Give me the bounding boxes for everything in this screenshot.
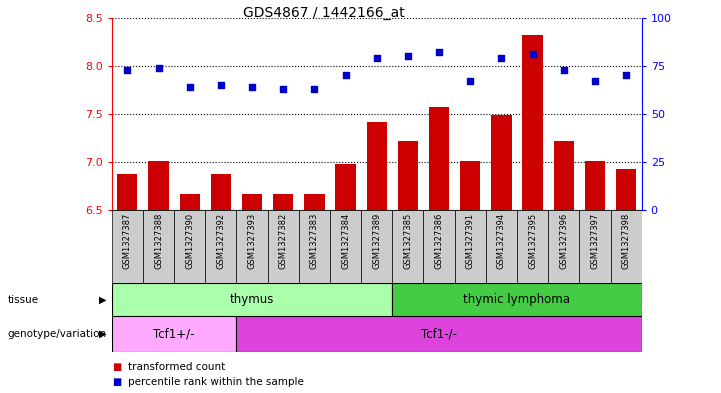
Text: GSM1327397: GSM1327397 bbox=[590, 213, 599, 269]
Bar bbox=[335, 164, 355, 210]
Bar bbox=[392, 210, 423, 283]
Text: GSM1327388: GSM1327388 bbox=[154, 213, 163, 269]
Text: transformed count: transformed count bbox=[128, 362, 225, 373]
Bar bbox=[517, 210, 548, 283]
Bar bbox=[273, 194, 293, 210]
Bar bbox=[112, 283, 392, 316]
Bar bbox=[491, 115, 511, 210]
Point bbox=[278, 86, 289, 92]
Text: GSM1327389: GSM1327389 bbox=[372, 213, 381, 269]
Bar bbox=[211, 174, 231, 210]
Bar bbox=[236, 316, 642, 352]
Bar bbox=[112, 210, 143, 283]
Text: percentile rank within the sample: percentile rank within the sample bbox=[128, 377, 304, 387]
Text: ▶: ▶ bbox=[99, 295, 106, 305]
Bar bbox=[398, 141, 418, 210]
Point bbox=[340, 72, 351, 79]
Bar bbox=[267, 210, 298, 283]
Text: GSM1327396: GSM1327396 bbox=[559, 213, 568, 269]
Point bbox=[433, 49, 445, 55]
Point bbox=[184, 84, 195, 90]
Text: GSM1327387: GSM1327387 bbox=[123, 213, 132, 269]
Bar bbox=[236, 210, 267, 283]
Bar bbox=[180, 194, 200, 210]
Text: GDS4867 / 1442166_at: GDS4867 / 1442166_at bbox=[243, 6, 404, 20]
Text: GSM1327392: GSM1327392 bbox=[216, 213, 226, 268]
Text: Tcf1+/-: Tcf1+/- bbox=[154, 327, 195, 341]
Bar bbox=[149, 161, 169, 210]
Bar bbox=[548, 210, 580, 283]
Bar bbox=[112, 316, 236, 352]
Text: Tcf1-/-: Tcf1-/- bbox=[421, 327, 457, 341]
Bar bbox=[429, 107, 449, 210]
Point bbox=[495, 55, 507, 61]
Text: thymus: thymus bbox=[230, 293, 274, 306]
Bar bbox=[174, 210, 205, 283]
Bar bbox=[611, 210, 642, 283]
Point bbox=[153, 64, 164, 71]
Bar bbox=[392, 283, 642, 316]
Bar bbox=[143, 210, 174, 283]
Point bbox=[464, 78, 476, 84]
Point bbox=[309, 86, 320, 92]
Text: thymic lymphoma: thymic lymphoma bbox=[464, 293, 570, 306]
Bar bbox=[585, 161, 605, 210]
Bar bbox=[118, 174, 138, 210]
Bar bbox=[616, 169, 636, 210]
Text: GSM1327393: GSM1327393 bbox=[247, 213, 257, 269]
Bar bbox=[455, 210, 486, 283]
Point bbox=[215, 82, 226, 88]
Bar bbox=[330, 210, 361, 283]
Text: GSM1327383: GSM1327383 bbox=[310, 213, 319, 269]
Text: GSM1327382: GSM1327382 bbox=[279, 213, 288, 269]
Text: GSM1327395: GSM1327395 bbox=[528, 213, 537, 268]
Bar bbox=[205, 210, 236, 283]
Bar bbox=[580, 210, 611, 283]
Point bbox=[620, 72, 632, 79]
Bar bbox=[366, 122, 387, 210]
Bar bbox=[554, 141, 574, 210]
Text: GSM1327384: GSM1327384 bbox=[341, 213, 350, 269]
Text: GSM1327394: GSM1327394 bbox=[497, 213, 506, 268]
Text: GSM1327386: GSM1327386 bbox=[435, 213, 443, 269]
Point bbox=[247, 84, 258, 90]
Point bbox=[122, 66, 133, 73]
Bar bbox=[361, 210, 392, 283]
Point bbox=[371, 55, 383, 61]
Text: GSM1327391: GSM1327391 bbox=[466, 213, 474, 268]
Text: GSM1327390: GSM1327390 bbox=[185, 213, 194, 268]
Point bbox=[402, 53, 414, 59]
Point bbox=[558, 66, 570, 73]
Text: GSM1327398: GSM1327398 bbox=[622, 213, 631, 269]
Bar bbox=[298, 210, 330, 283]
Bar bbox=[423, 210, 455, 283]
Bar bbox=[523, 35, 543, 210]
Text: ■: ■ bbox=[112, 362, 121, 373]
Bar bbox=[304, 194, 324, 210]
Text: tissue: tissue bbox=[7, 295, 38, 305]
Point bbox=[589, 78, 601, 84]
Text: ■: ■ bbox=[112, 377, 121, 387]
Bar bbox=[460, 161, 480, 210]
Bar bbox=[486, 210, 517, 283]
Text: genotype/variation: genotype/variation bbox=[7, 329, 106, 339]
Text: GSM1327385: GSM1327385 bbox=[403, 213, 412, 269]
Bar bbox=[242, 194, 262, 210]
Text: ▶: ▶ bbox=[99, 329, 106, 339]
Point bbox=[527, 51, 539, 57]
